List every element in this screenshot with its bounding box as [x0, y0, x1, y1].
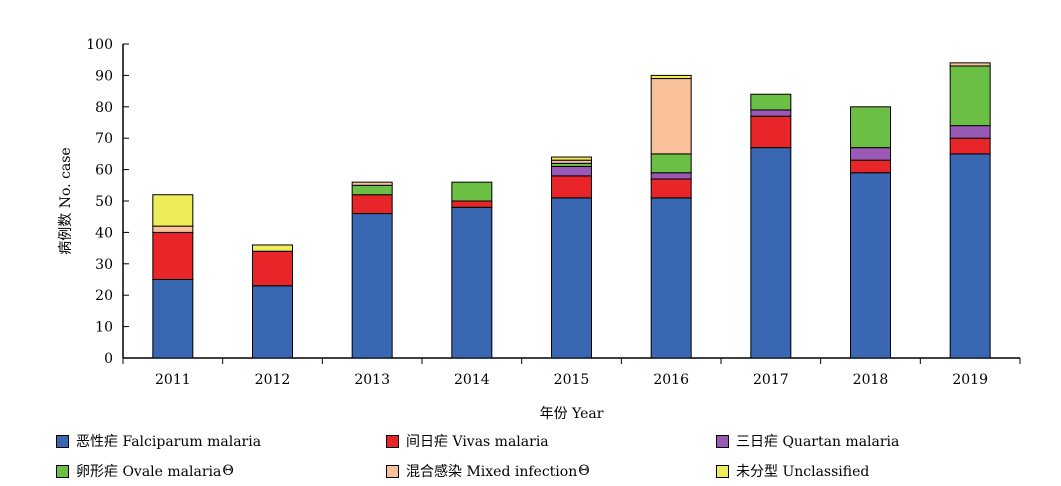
bar-segment-2014-series-3: [451, 181, 493, 202]
bar-segment-2013-series-3: [351, 184, 393, 196]
bar-segment-2018-series-3: [850, 106, 891, 149]
bar-segment-2018-series-2: [850, 147, 891, 161]
legend-swatch-ovale: [56, 464, 69, 478]
y-tick-label: 60: [95, 163, 113, 179]
legend-theta-ovale: Θ: [222, 463, 234, 479]
x-axis-title: 年份 Year: [540, 406, 604, 422]
bar-segment-2016-series-0: [650, 197, 692, 359]
bar-segment-2012-series-0: [252, 285, 293, 359]
bar-segment-2016-series-2: [650, 172, 692, 180]
y-tick-label: 40: [95, 225, 113, 241]
bar-segment-2015-series-0: [551, 197, 592, 359]
legend-swatch-vivax: [386, 434, 399, 448]
legend-item-unclassified: 未分型 Unclassified: [716, 461, 1046, 481]
y-tick-label: 90: [95, 68, 113, 84]
y-tick-label: 80: [95, 100, 113, 116]
legend-label-unclassified: 未分型 Unclassified: [736, 464, 870, 480]
bar-segment-2012-series-1: [252, 250, 293, 287]
bar-segment-2014-series-0: [451, 206, 493, 359]
legend-row-1: 恶性疟 Falciparum malaria 间日疟 Vivas malaria…: [56, 426, 1056, 456]
legend-label-quartan: 三日疟 Quartan malaria: [736, 434, 900, 450]
bar-segment-2019-series-0: [949, 153, 991, 359]
legend-item-vivax: 间日疟 Vivas malaria: [386, 431, 716, 451]
legend-item-ovale: 卵形疟 Ovale malaria Θ: [56, 461, 386, 481]
bar-segment-2017-series-1: [750, 115, 792, 149]
legend-item-mixed: 混合感染 Mixed infection Θ: [386, 461, 716, 481]
legend-label-falciparum: 恶性疟 Falciparum malaria: [76, 434, 262, 450]
x-tick-label: 2019: [952, 372, 988, 388]
bar-segment-2011-series-5: [152, 194, 194, 227]
y-tick-label: 0: [104, 351, 113, 367]
bar-segment-2019-series-1: [949, 137, 991, 155]
bar-segment-2015-series-5: [551, 156, 592, 161]
legend-swatch-quartan: [716, 434, 729, 448]
bar-segment-2019-series-4: [949, 62, 991, 67]
legend-label-vivax: 间日疟 Vivas malaria: [406, 434, 549, 450]
x-tick-label: 2013: [354, 372, 390, 388]
bar-segment-2013-series-0: [351, 213, 393, 359]
stacked-bar-chart: 0 10 20 30 40 50 60 70 80 90 100 2011 2012 2013 2014 20…: [58, 37, 1021, 422]
bar-segment-2016-series-5: [650, 74, 692, 80]
bar-segment-2011-series-0: [152, 279, 194, 359]
legend-swatch-unclassified: [716, 464, 729, 478]
bar-segment-2017-series-2: [750, 109, 792, 117]
legend: 恶性疟 Falciparum malaria 间日疟 Vivas malaria…: [56, 426, 1056, 486]
legend-label-ovale: 卵形疟 Ovale malaria: [76, 464, 222, 480]
y-tick-label: 30: [95, 257, 113, 273]
x-tick-label: 2016: [653, 372, 689, 388]
bar-segment-2015-series-2: [551, 165, 592, 177]
bar-segment-2013-series-4: [351, 181, 393, 186]
legend-item-quartan: 三日疟 Quartan malaria: [716, 431, 1046, 451]
legend-theta-mixed: Θ: [578, 463, 590, 479]
bar-segment-2015-series-1: [551, 175, 592, 199]
y-tick-label: 100: [86, 37, 113, 53]
bar-segment-2019-series-2: [949, 125, 991, 139]
legend-item-falciparum: 恶性疟 Falciparum malaria: [56, 431, 386, 451]
legend-swatch-falciparum: [56, 434, 69, 448]
bar-segment-2014-series-1: [451, 200, 493, 208]
y-tick-label: 50: [95, 194, 113, 210]
x-tick-label: 2017: [753, 372, 789, 388]
bar-segment-2013-series-1: [351, 194, 393, 215]
legend-label-mixed: 混合感染 Mixed infection: [406, 464, 578, 480]
bar-segment-2011-series-1: [152, 231, 194, 280]
legend-row-2: 卵形疟 Ovale malaria Θ 混合感染 Mixed infection…: [56, 456, 1056, 486]
y-axis-title: 病例数 No. case: [58, 147, 74, 254]
bar-segment-2017-series-3: [750, 93, 792, 111]
legend-swatch-mixed: [386, 464, 399, 478]
bar-segment-2016-series-3: [650, 153, 692, 174]
bar-segment-2012-series-5: [252, 244, 293, 252]
bar-segment-2011-series-4: [152, 225, 194, 233]
y-tick-label: 10: [95, 320, 113, 336]
bar-segment-2018-series-0: [850, 172, 891, 359]
bar-segment-2017-series-0: [750, 147, 792, 359]
bar-segment-2019-series-3: [949, 65, 991, 127]
y-tick-label: 70: [95, 131, 113, 147]
x-tick-label: 2011: [155, 372, 191, 388]
bar-segment-2016-series-1: [650, 178, 692, 199]
x-tick-label: 2012: [255, 372, 291, 388]
bar-segment-2016-series-4: [650, 78, 692, 155]
bar-segment-2018-series-1: [850, 159, 891, 174]
y-tick-label: 20: [95, 288, 113, 304]
x-tick-label: 2015: [554, 372, 590, 388]
x-tick-label: 2014: [454, 372, 490, 388]
x-tick-label: 2018: [853, 372, 889, 388]
